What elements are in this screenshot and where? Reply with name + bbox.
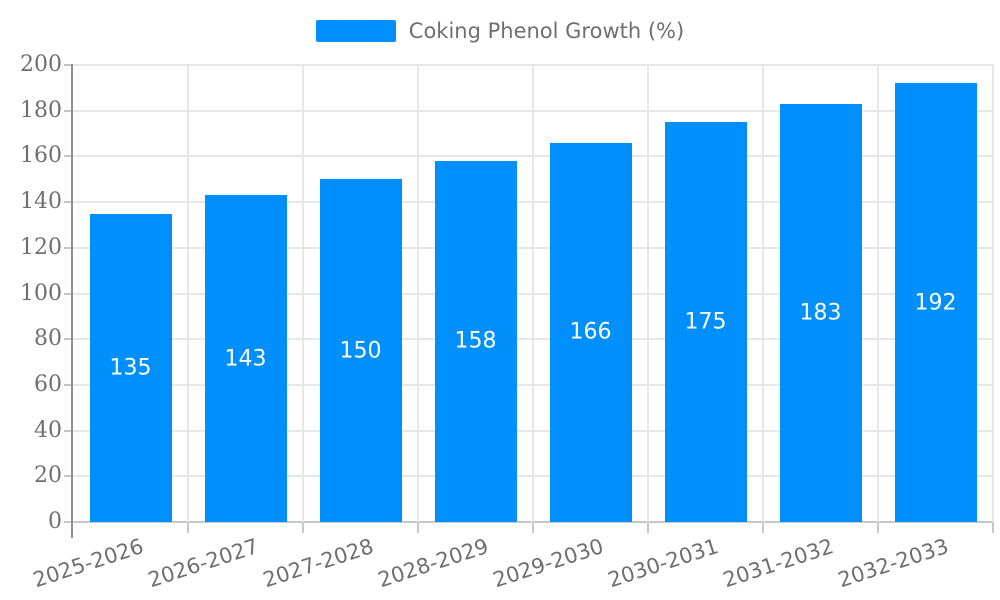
y-axis-tick [64,109,73,112]
legend[interactable]: Coking Phenol Growth (%) [0,19,1000,43]
v-gridline [302,65,304,522]
bar[interactable]: 143 [204,195,287,522]
legend-swatch-icon [315,20,396,42]
v-gridline [532,65,534,522]
bar-value-label: 175 [684,309,727,335]
y-axis-tick [64,475,73,478]
bar[interactable]: 192 [894,83,977,522]
bar-value-label: 135 [109,355,152,381]
y-tick-label: 100 [20,280,62,306]
x-axis-tick [417,522,419,533]
x-axis-tick [647,522,649,533]
y-axis-tick [64,429,73,432]
v-gridline [187,65,189,522]
y-axis-tick [64,338,73,341]
y-axis-tick [64,521,73,523]
bar[interactable]: 166 [549,142,632,522]
bar[interactable]: 158 [434,160,517,522]
y-tick-label: 140 [20,189,62,215]
y-axis-line [71,64,73,538]
y-axis-tick [64,383,73,386]
y-axis-tick [64,155,73,158]
x-axis-tick [302,522,304,533]
y-tick-label: 200 [20,52,62,77]
y-tick-label: 60 [34,371,62,397]
v-gridline [647,65,649,522]
x-axis-tick [877,522,879,533]
v-gridline [762,65,764,522]
y-tick-label: 0 [48,509,62,534]
x-axis-tick [187,522,189,533]
v-gridline [417,65,419,522]
bar-value-label: 192 [914,290,957,316]
bar-value-label: 166 [569,319,612,345]
v-gridline [992,65,994,522]
bar[interactable]: 175 [664,122,747,522]
x-axis-tick [992,522,994,533]
y-tick-label: 180 [20,97,62,123]
bar[interactable]: 150 [319,179,402,522]
y-axis-tick [64,201,73,204]
x-axis-tick [762,522,764,533]
bar-value-label: 183 [799,300,842,326]
bar[interactable]: 183 [779,103,862,522]
y-tick-label: 120 [20,234,62,260]
y-axis-tick [64,64,73,66]
v-gridline [877,65,879,522]
bar[interactable]: 135 [89,213,172,522]
y-axis-tick [64,292,73,295]
y-tick-label: 160 [20,143,62,169]
bar-value-label: 158 [454,328,497,354]
y-tick-label: 80 [34,326,62,352]
y-tick-label: 20 [34,463,62,489]
y-axis-tick [64,246,73,249]
bar-value-label: 150 [339,338,382,364]
bar-value-label: 143 [224,346,267,372]
legend-label: Coking Phenol Growth (%) [408,19,685,43]
y-tick-label: 40 [34,417,62,443]
x-axis-tick [532,522,534,533]
